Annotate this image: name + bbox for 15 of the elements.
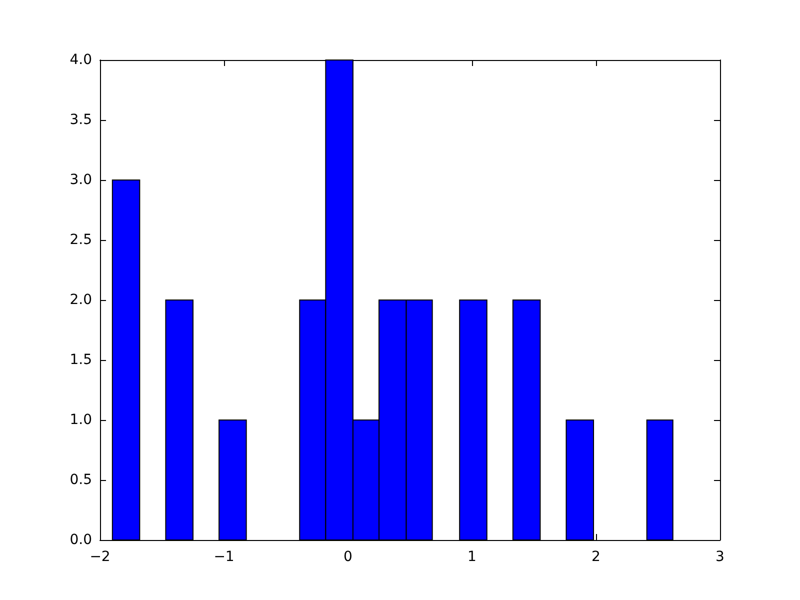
x-tick-label: 3 [716,549,724,565]
y-tick-label: 2.0 [70,292,92,308]
x-tick-label: 1 [468,549,476,565]
y-tick-label: 3.5 [70,112,92,128]
x-tick-label: 2 [592,549,600,565]
y-tick-label: 0.5 [70,472,92,488]
y-tick-label: 1.0 [70,412,92,428]
y-tick-label: 0.0 [70,532,92,548]
x-tick-label: −2 [90,549,110,565]
x-tick-label: 0 [344,549,352,565]
y-tick-label: 4.0 [70,52,92,68]
y-tick-label: 2.5 [70,232,92,248]
x-tick-label: −1 [214,549,234,565]
y-tick-label: 1.5 [70,352,92,368]
y-tick-label: 3.0 [70,172,92,188]
